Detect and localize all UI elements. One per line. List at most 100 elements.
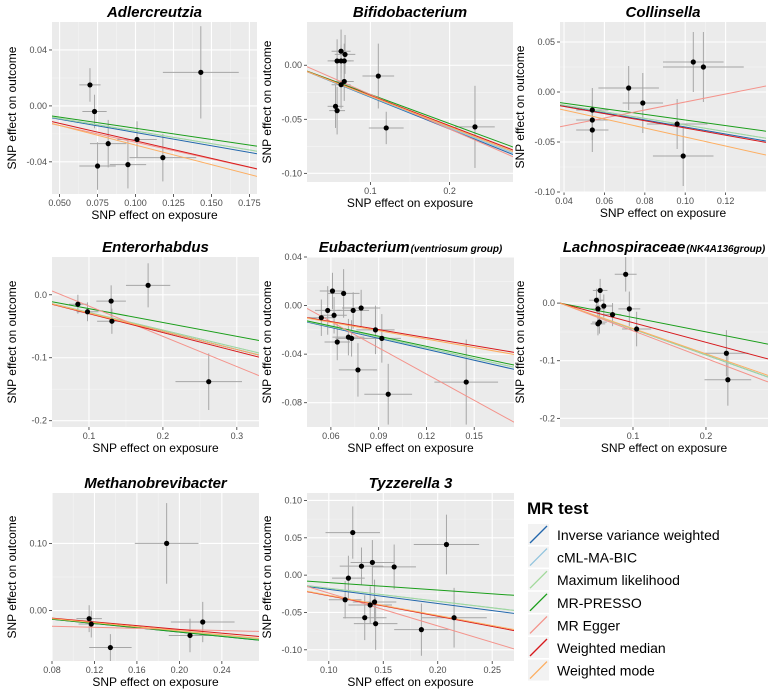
y-tick-label: 0.0 [542,298,555,308]
x-axis-label: SNP effect on exposure [347,196,474,210]
y-axis-label: SNP effect on outcome [513,45,527,168]
x-tick-label: 0.150 [200,198,223,208]
legend-label: Maximum likelihood [557,572,680,588]
x-axis-label: SNP effect on exposure [347,441,474,455]
x-tick-label: 0.075 [86,198,109,208]
x-tick-label: 0.04 [555,196,573,206]
data-point [680,153,686,159]
line-mr-presso [52,618,259,641]
panel-title: Lachnospiraceae(NK4A136group) [563,239,766,256]
data-point [589,127,595,133]
data-point [107,644,113,651]
x-tick-label: 0.050 [48,198,71,208]
line-weighted-median [307,317,514,353]
x-tick-label: 0.125 [162,198,185,208]
line-maximum-likelihood [307,320,514,368]
legend-label: Weighted median [557,640,666,656]
data-point [358,563,365,569]
x-tick-label: 0.06 [596,196,614,206]
y-tick-label: -0.04 [281,349,302,359]
data-point [206,379,212,385]
legend: MR test Inverse variance weighted cML-MA-B… [527,499,720,681]
plot-area [52,26,257,190]
x-axis-label: SNP effect on exposure [92,675,219,689]
data-point [94,163,101,169]
y-tick-label: -0.05 [281,607,302,617]
y-axis-label: SNP effect on outcome [513,280,527,403]
y-axis-label: SNP effect on outcome [5,515,19,638]
data-point [690,59,696,65]
line-mr-egger [560,302,768,383]
plot-background [52,257,259,427]
y-tick-label: -0.08 [281,398,302,408]
data-point [348,335,355,341]
panel-title: Eubacterium(ventriosum group) [319,239,503,256]
x-tick-label: 0.16 [128,665,146,675]
y-tick-label: 0.00 [29,606,47,616]
y-tick-label: 0.04 [29,45,47,55]
x-axis-label: SNP effect on exposure [92,441,219,455]
data-point [105,141,111,147]
y-tick-label: 0.05 [537,37,555,47]
data-point [342,51,348,58]
data-point [332,103,339,109]
y-tick-label: 0.00 [284,60,302,70]
x-tick-label: 0.25 [483,665,501,675]
data-point [362,615,368,621]
data-point [318,315,324,321]
x-tick-label: 0.09 [370,431,388,441]
line-weighted-mode [560,108,766,156]
y-tick-label: -0.05 [534,137,555,147]
line-inverse-variance-weighted [307,585,514,614]
line-weighted-mode [52,618,259,639]
legend-label: Inverse variance weighted [557,527,720,543]
legend-item-maximum-likelihood: Maximum likelihood [528,569,680,591]
plot-area [307,269,514,425]
line-weighted-median [560,302,768,360]
panel-title-main: Eubacterium [319,239,410,256]
legend-label: Weighted mode [557,663,655,679]
line-mr-presso [52,115,257,147]
line-mr-egger [307,308,514,423]
plot-area [52,263,259,410]
data-point [75,301,81,307]
panel-bifidobacterium: 0.1 0.2 -0.10 -0.05 0.00 Bifidobacterium SNP e… [260,4,513,210]
y-tick-label: -0.10 [281,168,302,178]
legend-label: cML-MA-BIC [557,550,637,566]
data-point [626,85,632,91]
x-tick-label: 0.175 [238,198,261,208]
line-weighted-mode [307,590,514,631]
plot-area [307,506,514,656]
y-tick-label: 0.00 [29,101,47,111]
data-point [674,121,680,127]
legend-item-weighted-median: Weighted median [528,637,666,658]
data-point [443,541,450,548]
y-tick-label: 0.05 [284,533,302,543]
data-point [595,306,601,312]
data-point [198,69,204,75]
x-tick-label: 0.08 [636,196,654,206]
data-point [334,339,340,345]
data-point [91,108,98,115]
y-tick-label: -0.04 [26,157,47,167]
data-point [593,297,600,303]
data-point [125,162,131,168]
data-point [88,621,94,627]
x-tick-label: 0.1 [627,431,640,441]
x-tick-label: 0.2 [443,186,456,196]
y-axis-label: SNP effect on outcome [260,280,274,403]
line-inverse-variance-weighted [307,321,514,370]
line-weighted-mode [307,317,514,355]
line-mr-presso [307,320,514,366]
legend-item-mr-egger: MR Egger [528,614,620,636]
data-point [331,312,337,318]
line-mr-presso [560,302,768,345]
x-tick-label: 0.100 [124,198,147,208]
data-point [367,602,373,608]
x-tick-label: 0.2 [157,431,170,441]
data-point [385,391,391,397]
data-point [589,117,595,123]
y-axis-label: SNP effect on outcome [5,280,19,403]
data-point [369,559,375,566]
x-tick-label: 0.10 [676,196,694,206]
